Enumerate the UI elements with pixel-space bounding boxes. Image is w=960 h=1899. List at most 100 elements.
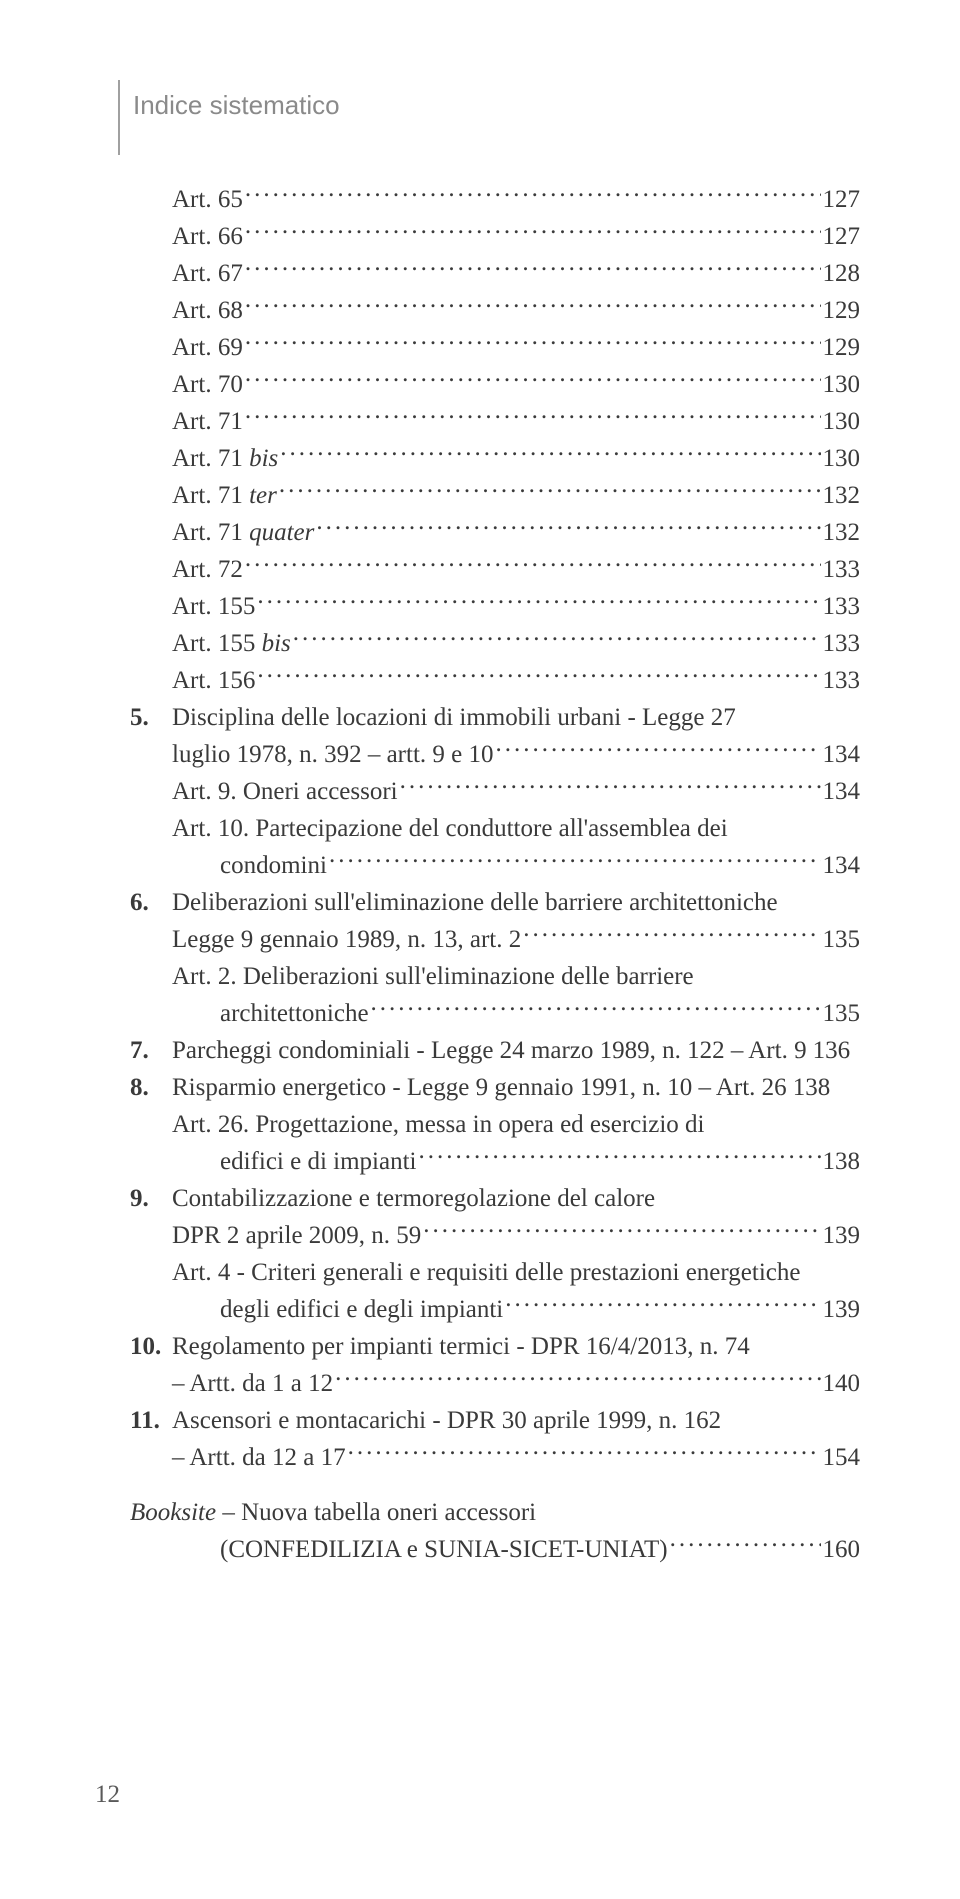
toc-entry: edifici e di impianti 138 — [130, 1143, 860, 1180]
entry-label: 7.Parcheggi condominiali - Legge 24 marz… — [130, 1032, 807, 1069]
entry-label: condomini — [220, 847, 327, 884]
page-header-title: Indice sistematico — [133, 90, 860, 121]
toc-entry: Art. 65 127 — [130, 181, 860, 218]
entry-label: Art. 72 — [172, 551, 243, 588]
entry-label: luglio 1978, n. 392 – artt. 9 e 10 — [172, 736, 494, 773]
toc-section-6: 6. Deliberazioni sull'eliminazione delle… — [130, 884, 860, 921]
leader-dots — [257, 589, 820, 614]
entry-page: 134 — [823, 847, 861, 884]
entry-page: 128 — [823, 255, 861, 292]
leader-dots — [371, 996, 821, 1021]
section-number: 6. — [130, 884, 172, 921]
toc-entry: Art. 9. Oneri accessori 134 — [130, 773, 860, 810]
entry-page: 127 — [823, 218, 861, 255]
entry-label: degli edifici e degli impianti — [220, 1291, 503, 1328]
entry-page: 134 — [823, 773, 861, 810]
toc-entry: architettoniche 135 — [130, 995, 860, 1032]
entry-page: 134 — [823, 736, 861, 773]
entry-label: Art. 9. Oneri accessori — [172, 773, 398, 810]
toc-entry: Art. 66 127 — [130, 218, 860, 255]
toc-entry: condomini 134 — [130, 847, 860, 884]
leader-dots — [329, 848, 821, 873]
entry-page: 133 — [823, 551, 861, 588]
entry-page: 154 — [823, 1439, 861, 1476]
toc-section-7: 7.Parcheggi condominiali - Legge 24 marz… — [130, 1032, 860, 1069]
entry-page: 138 — [793, 1069, 831, 1106]
entry-page: 132 — [823, 514, 861, 551]
entry-page: 133 — [823, 625, 861, 662]
toc-section-10: 10. Regolamento per impianti termici - D… — [130, 1328, 860, 1365]
toc-entry: DPR 2 aprile 2009, n. 59 139 — [130, 1217, 860, 1254]
toc-entry: Art. 67 128 — [130, 255, 860, 292]
toc-entry: (CONFEDILIZIA e SUNIA-SICET-UNIAT) 160 — [130, 1531, 860, 1568]
toc-entry: Art. 155 bis 133 — [130, 625, 860, 662]
toc-entry-multiline: Art. 2. Deliberazioni sull'eliminazione … — [130, 958, 860, 995]
leader-dots — [245, 330, 821, 355]
toc-entry: Art. 155 133 — [130, 588, 860, 625]
entry-label: Art. 68 — [172, 292, 243, 329]
leader-dots — [280, 441, 820, 466]
toc-entry-multiline: Art. 4 - Criteri generali e requisiti de… — [130, 1254, 860, 1291]
booksite-rest: – Nuova tabella oneri accessori — [216, 1499, 536, 1526]
entry-label: – Artt. da 12 a 17 — [172, 1439, 346, 1476]
section-number: 5. — [130, 699, 172, 736]
leader-dots — [279, 478, 821, 503]
toc-entry-multiline: Art. 10. Partecipazione del conduttore a… — [130, 810, 860, 847]
entry-label: Art. 67 — [172, 255, 243, 292]
toc-entry: Art. 71 ter132 — [130, 477, 860, 514]
booksite-italic: Booksite — [130, 1499, 216, 1526]
toc-entry: Legge 9 gennaio 1989, n. 13, art. 2 135 — [130, 921, 860, 958]
toc-entry: Art. 68 129 — [130, 292, 860, 329]
section-number: 9. — [130, 1180, 172, 1217]
leader-dots — [245, 256, 821, 281]
leader-dots — [245, 219, 821, 244]
section-title-line: Regolamento per impianti termici - DPR 1… — [172, 1328, 860, 1365]
leader-dots — [245, 404, 821, 429]
leader-dots — [400, 774, 821, 799]
section-title-line: Ascensori e montacarichi - DPR 30 aprile… — [172, 1402, 860, 1439]
entry-label: Art. 66 — [172, 218, 243, 255]
page-number: 12 — [95, 1781, 120, 1809]
leader-dots — [348, 1440, 821, 1465]
toc-entry: Art. 71130 — [130, 403, 860, 440]
entry-page: 139 — [823, 1291, 861, 1328]
entry-label: Art. 65 — [172, 181, 243, 218]
toc-entry-multiline: Art. 26. Progettazione, messa in opera e… — [130, 1106, 860, 1143]
entry-page: 133 — [823, 662, 861, 699]
entry-label: architettoniche — [220, 995, 369, 1032]
entry-page: 135 — [823, 921, 861, 958]
toc-entry: Art. 70130 — [130, 366, 860, 403]
header-rule — [118, 80, 120, 155]
entry-label: Legge 9 gennaio 1989, n. 13, art. 2 — [172, 921, 521, 958]
leader-dots — [523, 922, 820, 947]
entry-page: 135 — [823, 995, 861, 1032]
entry-page: 129 — [823, 292, 861, 329]
entry-label: Art. 156 — [172, 662, 255, 699]
toc-section-9: 9. Contabilizzazione e termoregolazione … — [130, 1180, 860, 1217]
leader-dots — [293, 626, 821, 651]
toc-entry: Art. 156 133 — [130, 662, 860, 699]
toc-entry: – Artt. da 1 a 12 140 — [130, 1365, 860, 1402]
entry-label: (CONFEDILIZIA e SUNIA-SICET-UNIAT) — [220, 1531, 668, 1568]
table-of-contents: Art. 65 127 Art. 66 127 Art. 67 128 Art. 68 129… — [130, 181, 860, 1568]
toc-entry: luglio 1978, n. 392 – artt. 9 e 10 134 — [130, 736, 860, 773]
leader-dots — [670, 1532, 821, 1557]
leader-dots — [335, 1366, 820, 1391]
entry-label: Art. 155 — [172, 588, 255, 625]
entry-label: Art. 71 quater — [172, 514, 314, 551]
toc-section-5: 5. Disciplina delle locazioni di immobil… — [130, 699, 860, 736]
entry-label: Art. 70 — [172, 366, 243, 403]
leader-dots — [245, 367, 821, 392]
section-number: 10. — [130, 1328, 172, 1365]
entry-label: 8.Risparmio energetico - Legge 9 gennaio… — [130, 1069, 787, 1106]
section-title-line: Disciplina delle locazioni di immobili u… — [172, 699, 860, 736]
entry-page: 133 — [823, 588, 861, 625]
entry-page: 127 — [823, 181, 861, 218]
entry-label: Art. 69 — [172, 329, 243, 366]
leader-dots — [496, 737, 821, 762]
toc-section-8: 8.Risparmio energetico - Legge 9 gennaio… — [130, 1069, 860, 1106]
entry-label: DPR 2 aprile 2009, n. 59 — [172, 1217, 421, 1254]
leader-dots — [316, 515, 820, 540]
entry-page: 139 — [823, 1217, 861, 1254]
entry-label: Art. 155 bis — [172, 625, 291, 662]
